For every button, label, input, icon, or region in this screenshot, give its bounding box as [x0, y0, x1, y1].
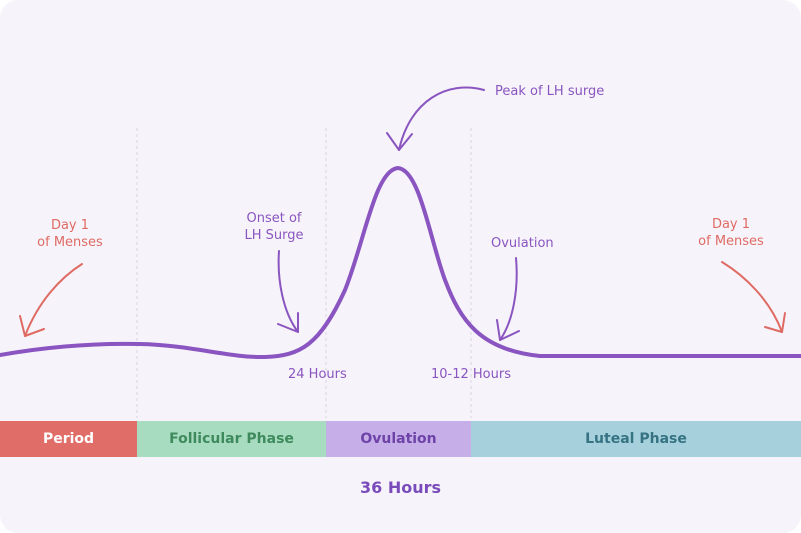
phase-ovulation-label: Ovulation: [360, 431, 437, 447]
label-24-hours: 24 Hours: [288, 367, 347, 382]
label-onset: Onset of LH Surge: [229, 210, 319, 244]
phase-period: Period: [0, 421, 137, 457]
label-peak: Peak of LH surge: [495, 84, 605, 99]
phase-follicular: Follicular Phase: [137, 421, 326, 457]
label-onset-line2: LH Surge: [244, 228, 304, 243]
arrow-onset: [277, 250, 299, 333]
phase-luteal-label: Luteal Phase: [585, 431, 687, 447]
label-day1-left: Day 1 of Menses: [25, 217, 115, 251]
arrow-peak: [386, 86, 485, 151]
label-day1-left-line1: Day 1: [50, 218, 90, 233]
label-onset-line1: Onset of: [246, 211, 302, 226]
label-ovulation: Ovulation: [491, 236, 554, 251]
phase-ovulation: Ovulation: [326, 421, 471, 457]
label-day1-left-line2: of Menses: [37, 235, 103, 250]
lh-curve: [0, 165, 801, 360]
label-day1-right-line2: of Menses: [698, 234, 764, 249]
phase-luteal: Luteal Phase: [471, 421, 801, 457]
arrow-day1-right: [721, 261, 786, 333]
phase-period-label: Period: [42, 431, 95, 447]
arrow-day1-left: [19, 263, 83, 337]
label-day1-right: Day 1 of Menses: [686, 216, 776, 250]
arrow-ovulation: [496, 257, 520, 341]
label-10-12-hours: 10-12 Hours: [431, 367, 511, 382]
label-day1-right-line1: Day 1: [711, 217, 751, 232]
phase-follicular-label: Follicular Phase: [169, 431, 294, 447]
total-duration: 36 Hours: [359, 478, 442, 497]
